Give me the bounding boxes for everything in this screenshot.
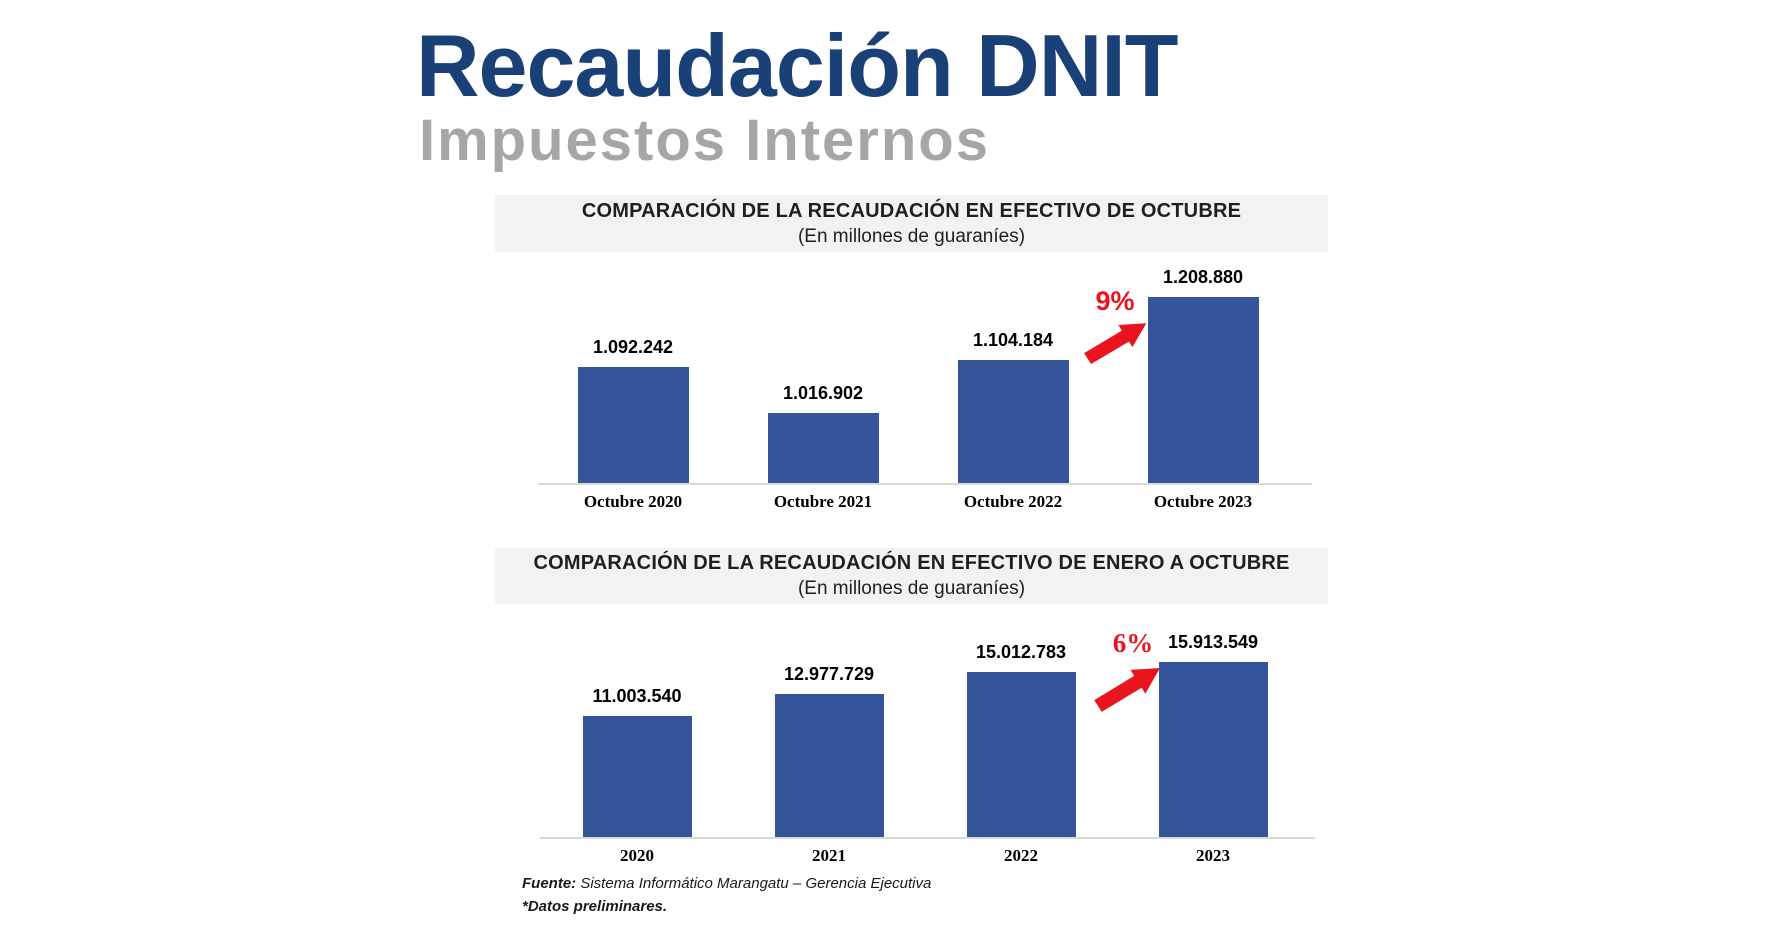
chart-title: COMPARACIÓN DE LA RECAUDACIÓN EN EFECTIV… — [581, 199, 1242, 222]
x-axis-label: Octubre 2022 — [963, 492, 1063, 511]
x-axis-line — [540, 837, 1315, 839]
bar-value-label: 15.012.783 — [975, 641, 1067, 662]
growth-percent-label: 6% — [1112, 628, 1154, 658]
bar — [1147, 296, 1259, 483]
source-line: Fuente: Sistema Informático Marangatu – … — [522, 872, 931, 895]
growth-percent-label: 9% — [1095, 286, 1135, 316]
bar — [966, 671, 1076, 837]
x-axis-label: 2021 — [812, 846, 846, 865]
source-text: Sistema Informático Marangatu – Gerencia… — [580, 875, 932, 892]
bar — [577, 367, 689, 483]
page-title: Recaudación DNIT — [416, 16, 1178, 115]
x-axis-label: 2023 — [1196, 846, 1230, 865]
x-axis-line — [538, 483, 1312, 485]
bar — [957, 359, 1069, 483]
bar-value-label: 1.208.880 — [1162, 266, 1244, 287]
chart-title-band: COMPARACIÓN DE LA RECAUDACIÓN EN EFECTIV… — [495, 195, 1328, 252]
preliminary-note: *Datos preliminares. — [522, 898, 668, 916]
bar-value-label: 15.913.549 — [1167, 631, 1259, 652]
growth-arrow-icon — [1094, 668, 1160, 712]
bar-value-label: 1.104.184 — [972, 329, 1054, 350]
source-label: Fuente: — [522, 875, 577, 892]
bar-value-label: 1.016.902 — [782, 382, 864, 403]
x-axis-label: Octubre 2020 — [583, 492, 683, 511]
x-axis-label: 2020 — [620, 846, 654, 865]
x-axis-label: 2022 — [1004, 846, 1038, 865]
bar — [582, 715, 692, 837]
chart-title: COMPARACIÓN DE LA RECAUDACIÓN EN EFECTIV… — [533, 552, 1290, 574]
bar-value-label: 11.003.540 — [592, 685, 682, 706]
bar — [767, 412, 879, 483]
x-axis-label: Octubre 2023 — [1153, 492, 1253, 511]
bar-value-label: 12.977.729 — [783, 664, 875, 685]
bar-value-label: 1.092.242 — [592, 337, 674, 358]
source-note: Fuente: Sistema Informático Marangatu – … — [522, 872, 931, 919]
bar — [1158, 661, 1268, 837]
chart-units-subtitle: (En millones de guaraníes) — [797, 225, 1026, 247]
x-axis-label: Octubre 2021 — [773, 492, 873, 511]
bar — [774, 694, 884, 837]
chart-title-band: COMPARACIÓN DE LA RECAUDACIÓN EN EFECTIV… — [495, 548, 1328, 604]
page-subtitle: Impuestos Internos — [419, 108, 990, 173]
chart-units-subtitle: (En millones de guaraníes) — [797, 578, 1026, 599]
growth-arrow-icon — [1084, 323, 1147, 365]
